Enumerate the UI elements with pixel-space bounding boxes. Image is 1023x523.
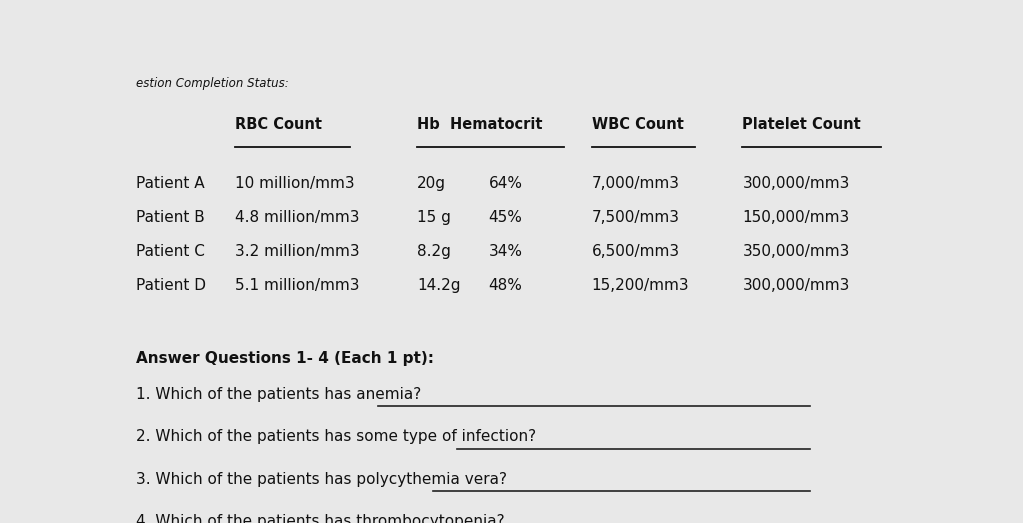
Text: 2. Which of the patients has some type of infection?: 2. Which of the patients has some type o… xyxy=(136,429,536,444)
Text: 7,000/mm3: 7,000/mm3 xyxy=(591,176,679,190)
Text: 1. Which of the patients has anemia?: 1. Which of the patients has anemia? xyxy=(136,387,421,402)
Text: 7,500/mm3: 7,500/mm3 xyxy=(591,210,679,225)
Text: RBC Count: RBC Count xyxy=(235,117,322,132)
Text: Answer Questions 1- 4 (Each 1 pt):: Answer Questions 1- 4 (Each 1 pt): xyxy=(136,351,434,366)
Text: 15,200/mm3: 15,200/mm3 xyxy=(591,278,690,293)
Text: 300,000/mm3: 300,000/mm3 xyxy=(743,278,850,293)
Text: 6,500/mm3: 6,500/mm3 xyxy=(591,244,680,259)
Text: Patient A: Patient A xyxy=(136,176,205,190)
Text: WBC Count: WBC Count xyxy=(591,117,683,132)
Text: 10 million/mm3: 10 million/mm3 xyxy=(235,176,355,190)
Text: 3.2 million/mm3: 3.2 million/mm3 xyxy=(235,244,359,259)
Text: Patient C: Patient C xyxy=(136,244,205,259)
Text: 150,000/mm3: 150,000/mm3 xyxy=(743,210,849,225)
Text: 4.8 million/mm3: 4.8 million/mm3 xyxy=(235,210,359,225)
Text: 8.2g: 8.2g xyxy=(417,244,451,259)
Text: Patient B: Patient B xyxy=(136,210,205,225)
Text: 3. Which of the patients has polycythemia vera?: 3. Which of the patients has polycythemi… xyxy=(136,472,506,486)
Text: 15 g: 15 g xyxy=(417,210,451,225)
Text: estion Completion Status:: estion Completion Status: xyxy=(136,77,288,90)
Text: Patient D: Patient D xyxy=(136,278,206,293)
Text: Platelet Count: Platelet Count xyxy=(743,117,861,132)
Text: 20g: 20g xyxy=(417,176,446,190)
Text: 14.2g: 14.2g xyxy=(417,278,460,293)
Text: 34%: 34% xyxy=(489,244,523,259)
Text: 4. Which of the patients has thrombocytopenia?: 4. Which of the patients has thrombocyto… xyxy=(136,514,504,523)
Text: 64%: 64% xyxy=(489,176,523,190)
Text: 350,000/mm3: 350,000/mm3 xyxy=(743,244,850,259)
Text: 45%: 45% xyxy=(489,210,523,225)
Text: Hb  Hematocrit: Hb Hematocrit xyxy=(417,117,543,132)
Text: 300,000/mm3: 300,000/mm3 xyxy=(743,176,850,190)
Text: 5.1 million/mm3: 5.1 million/mm3 xyxy=(235,278,359,293)
Text: 48%: 48% xyxy=(489,278,523,293)
